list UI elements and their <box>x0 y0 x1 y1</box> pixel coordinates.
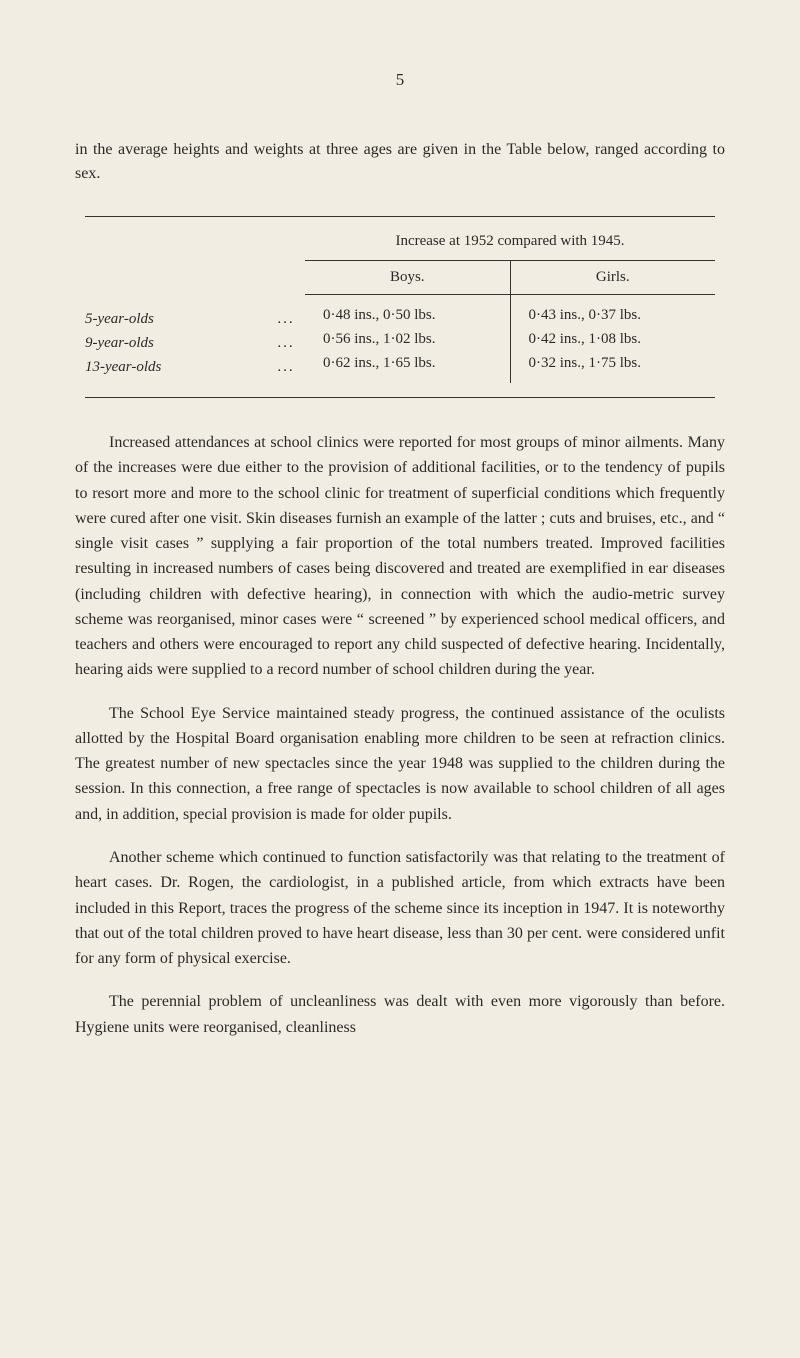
paragraph-2: The School Eye Service maintained steady… <box>75 701 725 827</box>
data-columns: Increase at 1952 compared with 1945. Boy… <box>305 229 715 383</box>
table-cell: 0·48 ins., 0·50 lbs. <box>323 303 492 327</box>
table-cell: 0·56 ins., 1·02 lbs. <box>323 327 492 351</box>
paragraph-3: Another scheme which continued to functi… <box>75 845 725 971</box>
age-group-label: 13-year-olds <box>85 355 161 379</box>
table-bottom-rule <box>85 397 715 398</box>
table-row-label: 9-year-olds ... <box>85 331 295 355</box>
intro-paragraph: in the average heights and weights at th… <box>75 138 725 186</box>
boys-header: Boys. <box>305 261 511 294</box>
ellipsis: ... <box>278 331 295 355</box>
girls-header: Girls. <box>511 261 716 294</box>
girls-column: 0·43 ins., 0·37 lbs. 0·42 ins., 1·08 lbs… <box>511 295 716 383</box>
ellipsis: ... <box>278 355 295 379</box>
age-group-label: 9-year-olds <box>85 331 154 355</box>
paragraph-1: Increased attendances at school clinics … <box>75 430 725 683</box>
increase-table: 5-year-olds ... 9-year-olds ... 13-year-… <box>85 216 715 398</box>
table-cell: 0·42 ins., 1·08 lbs. <box>529 327 698 351</box>
page-number: 5 <box>75 70 725 90</box>
row-labels-column: 5-year-olds ... 9-year-olds ... 13-year-… <box>85 229 305 383</box>
table-top-rule <box>85 216 715 217</box>
table-body: 5-year-olds ... 9-year-olds ... 13-year-… <box>85 229 715 383</box>
table-cell: 0·32 ins., 1·75 lbs. <box>529 351 698 375</box>
boys-column: 0·48 ins., 0·50 lbs. 0·56 ins., 1·02 lbs… <box>305 295 511 383</box>
column-headers-row: Boys. Girls. <box>305 260 715 294</box>
paragraph-4: The perennial problem of uncleanliness w… <box>75 989 725 1040</box>
table-cell: 0·43 ins., 0·37 lbs. <box>529 303 698 327</box>
table-span-header: Increase at 1952 compared with 1945. <box>305 229 715 260</box>
data-values-row: 0·48 ins., 0·50 lbs. 0·56 ins., 1·02 lbs… <box>305 294 715 383</box>
age-group-label: 5-year-olds <box>85 307 154 331</box>
table-row-label: 13-year-olds ... <box>85 355 295 379</box>
table-row-label: 5-year-olds ... <box>85 307 295 331</box>
table-cell: 0·62 ins., 1·65 lbs. <box>323 351 492 375</box>
ellipsis: ... <box>278 307 295 331</box>
